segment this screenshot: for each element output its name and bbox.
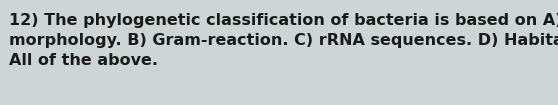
Text: 12) The phylogenetic classification of bacteria is based on A) Cell
morphology. : 12) The phylogenetic classification of b… xyxy=(9,13,558,68)
